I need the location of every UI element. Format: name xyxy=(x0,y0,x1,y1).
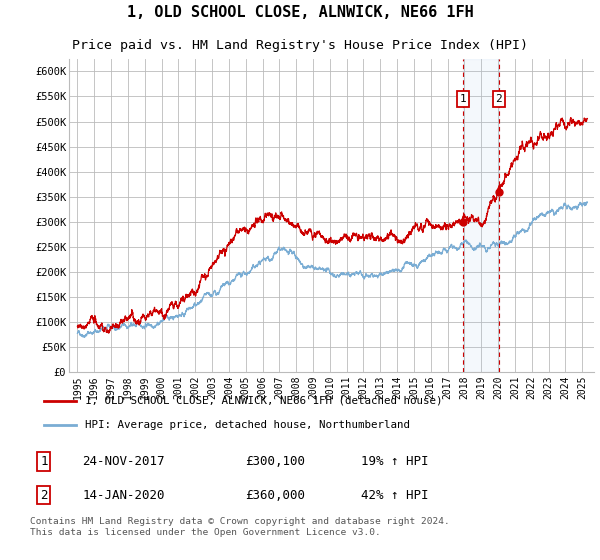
Text: £360,000: £360,000 xyxy=(245,488,305,502)
Text: 19% ↑ HPI: 19% ↑ HPI xyxy=(361,455,428,468)
Bar xyxy=(463,59,499,372)
Text: 1, OLD SCHOOL CLOSE, ALNWICK, NE66 1FH (detached house): 1, OLD SCHOOL CLOSE, ALNWICK, NE66 1FH (… xyxy=(85,396,442,406)
Text: 14-JAN-2020: 14-JAN-2020 xyxy=(82,488,165,502)
Text: £300,100: £300,100 xyxy=(245,455,305,468)
Text: HPI: Average price, detached house, Northumberland: HPI: Average price, detached house, Nort… xyxy=(85,420,410,430)
Text: 1: 1 xyxy=(40,455,47,468)
Text: 1: 1 xyxy=(460,94,466,104)
Text: 1, OLD SCHOOL CLOSE, ALNWICK, NE66 1FH: 1, OLD SCHOOL CLOSE, ALNWICK, NE66 1FH xyxy=(127,6,473,20)
Text: 2: 2 xyxy=(496,94,502,104)
Text: 2: 2 xyxy=(40,488,47,502)
Text: Price paid vs. HM Land Registry's House Price Index (HPI): Price paid vs. HM Land Registry's House … xyxy=(72,39,528,53)
Text: 42% ↑ HPI: 42% ↑ HPI xyxy=(361,488,428,502)
Text: Contains HM Land Registry data © Crown copyright and database right 2024.
This d: Contains HM Land Registry data © Crown c… xyxy=(30,517,450,537)
Text: 24-NOV-2017: 24-NOV-2017 xyxy=(82,455,165,468)
